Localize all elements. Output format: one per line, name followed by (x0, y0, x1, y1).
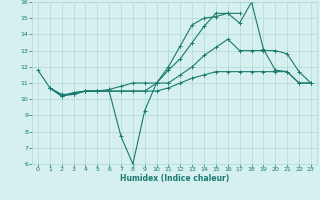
X-axis label: Humidex (Indice chaleur): Humidex (Indice chaleur) (120, 174, 229, 183)
